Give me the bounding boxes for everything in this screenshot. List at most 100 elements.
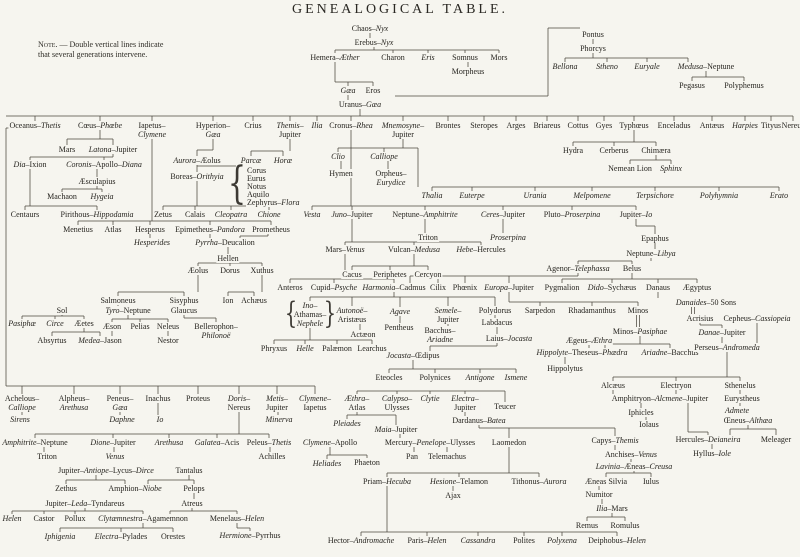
person-label: Clytæmnestra–Agamemnon <box>97 514 189 523</box>
person-label: Orestes <box>160 532 186 541</box>
person-label: Sirens <box>9 415 31 424</box>
person-label: Alpheus– Arethusa <box>57 394 91 412</box>
person-label: Mars <box>57 145 77 154</box>
person-label: Cleopatra <box>213 210 249 219</box>
person-label: Phaeton <box>353 458 381 467</box>
person-label: Cronus–Rhea <box>328 121 374 130</box>
person-label: Dido–Sychæus <box>586 283 638 292</box>
person-label: Europa–Jupiter <box>483 283 535 292</box>
person-label: Peneus– Gæa <box>105 394 135 412</box>
person-label: Iapetus– Clymene <box>137 121 167 139</box>
person-label: Actæon <box>349 330 377 339</box>
person-label: Calliope <box>369 152 399 161</box>
person-label: Bacchus– Ariadne <box>423 326 457 344</box>
person-label: Danaides–50 Sons <box>674 298 738 307</box>
person-label: Terpsichore <box>635 191 675 200</box>
person-label: Autonoë– Aristæus <box>335 306 369 324</box>
person-label: Cerberus <box>598 146 630 155</box>
person-label: Cacus <box>341 270 363 279</box>
person-label: Polites <box>512 536 536 545</box>
person-label: Eurystheus <box>723 394 761 403</box>
person-label: Doris– Nereus <box>226 394 252 412</box>
person-label: Iphigenia <box>43 532 77 541</box>
person-label: Agenor–Telephassa <box>545 264 611 273</box>
person-label: Eros <box>364 86 382 95</box>
note-label: Note. <box>38 40 58 49</box>
person-label: Numitor <box>584 490 614 499</box>
person-label: Polydorus <box>477 306 513 315</box>
person-label: Euryale <box>633 62 661 71</box>
person-label: Tantalus <box>174 466 204 475</box>
person-label: Melpomene <box>572 191 612 200</box>
person-label: Metis– Jupiter <box>265 394 289 412</box>
person-label: Absyrtus <box>36 336 68 345</box>
person-label: Sarpedon <box>523 306 557 315</box>
person-label: Dione–Jupiter <box>89 438 137 447</box>
person-label: Coronis–Apollo–Diana <box>65 160 143 169</box>
person-label: Nestor <box>156 336 180 345</box>
person-label: Venus <box>104 452 126 461</box>
person-label: Urania <box>522 191 548 200</box>
person-label: Æson <box>101 322 123 331</box>
person-label: Acrisius <box>685 314 715 323</box>
person-label: Ægyptus <box>681 283 713 292</box>
person-label: Chaos–Nyx <box>350 24 390 33</box>
person-label: Phorcys <box>579 44 607 53</box>
person-label: Jupiter–Leda–Tyndareus <box>44 499 126 508</box>
person-label: Pyrrha–Deucalion <box>194 238 256 247</box>
person-label: Pirithous–Hippodamia <box>59 210 135 219</box>
note-text: Note. — Double vertical lines indicate t… <box>38 40 228 59</box>
person-label: Cepheus–Cassiopeia <box>722 314 792 323</box>
person-label: Dardanus–Batea <box>451 416 507 425</box>
person-label: Minos <box>626 306 650 315</box>
person-label: Danae–Jupiter <box>697 328 747 337</box>
person-label: Typhœus <box>618 121 650 130</box>
person-label: Clymene– Iapetus <box>298 394 332 412</box>
person-label: Electra– Jupiter <box>450 394 480 412</box>
person-label: Aquilo <box>246 190 271 199</box>
person-label: Enceladus <box>656 121 692 130</box>
person-label: Electra–Pylades <box>93 532 149 541</box>
person-label: Triton <box>36 452 58 461</box>
person-label: Hydra <box>562 146 584 155</box>
person-label: Phryxus <box>259 344 289 353</box>
person-label: Æthra– Atlas <box>343 394 371 412</box>
person-label: Cottus <box>566 121 590 130</box>
person-label: Chimæra <box>640 146 672 155</box>
person-label: Ion <box>221 296 235 305</box>
person-label: Ilia <box>310 121 324 130</box>
person-label: Paris–Helen <box>406 536 448 545</box>
person-label: Mnemosyne– Jupiter <box>380 121 426 139</box>
person-label: Arges <box>505 121 527 130</box>
person-label: Rhadamanthus <box>567 306 617 315</box>
person-label: Ino– <box>301 301 319 310</box>
person-label: Orpheus– Eurydice <box>374 169 408 187</box>
person-label: Erato <box>768 191 790 200</box>
person-label: Capys–Themis <box>590 436 640 445</box>
person-label: Antigone <box>464 373 496 382</box>
person-label: Proserpina <box>489 233 527 242</box>
person-label: Clytie <box>419 394 441 403</box>
person-label: Stheno <box>595 62 619 71</box>
person-label: Polyxena <box>546 536 578 545</box>
person-label: Achelous– Calliope <box>3 394 41 412</box>
person-label: Tityus <box>759 121 783 130</box>
person-label: Ægeus–Æthra <box>564 336 614 345</box>
person-label: Semele– Jupiter <box>433 306 463 324</box>
person-label: Uranus–Gæa <box>337 100 383 109</box>
person-label: Inachus <box>144 394 172 403</box>
person-label: Latona–Jupiter <box>87 145 139 154</box>
person-label: Castor <box>32 514 56 523</box>
person-label: Anteros <box>276 283 304 292</box>
person-label: Cilix <box>428 283 448 292</box>
person-label: Minerva <box>264 415 294 424</box>
person-label: Glaucus <box>169 306 199 315</box>
person-label: Agave <box>389 307 411 316</box>
person-label: Epimetheus–Pandora <box>174 225 246 234</box>
person-label: Lavinia–Æneas–Creusa <box>594 462 674 471</box>
person-label: Pluto–Proserpina <box>542 210 602 219</box>
person-label: Sol <box>55 306 69 315</box>
person-label: Phœnix <box>451 283 479 292</box>
person-label: Pollux <box>63 514 87 523</box>
